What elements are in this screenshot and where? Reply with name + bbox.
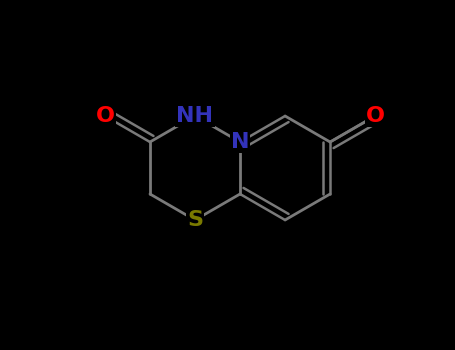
Text: S: S [187, 210, 203, 230]
Text: O: O [366, 106, 384, 126]
Text: N: N [231, 132, 249, 152]
Text: NH: NH [177, 106, 213, 126]
Text: O: O [96, 106, 115, 126]
